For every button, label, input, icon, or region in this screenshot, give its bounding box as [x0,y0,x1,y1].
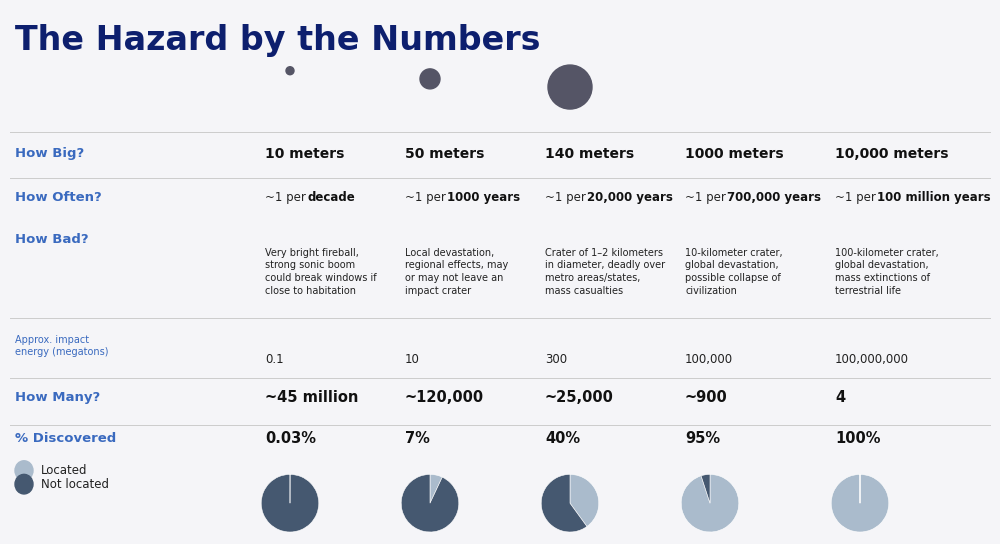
Text: 100,000,000: 100,000,000 [835,353,909,366]
Wedge shape [541,474,587,532]
Wedge shape [401,474,459,532]
Text: 20,000 years: 20,000 years [587,191,673,204]
Text: 10 meters: 10 meters [265,147,344,161]
Text: 50 meters: 50 meters [405,147,484,161]
Text: 0.1: 0.1 [265,353,284,366]
Wedge shape [701,474,710,503]
Text: How Big?: How Big? [15,147,84,160]
Text: 140 meters: 140 meters [545,147,634,161]
Text: Approx. impact
energy (megatons): Approx. impact energy (megatons) [15,335,108,357]
Ellipse shape [420,69,440,89]
Text: ~45 million: ~45 million [265,390,358,405]
Text: 100 million years: 100 million years [877,191,991,204]
Text: 10-kilometer crater,
global devastation,
possible collapse of
civilization: 10-kilometer crater, global devastation,… [685,248,783,296]
Ellipse shape [15,461,33,480]
Text: 40%: 40% [545,431,580,446]
Text: Not located: Not located [41,478,109,491]
Text: Very bright fireball,
strong sonic boom
could break windows if
close to habitati: Very bright fireball, strong sonic boom … [265,248,377,296]
Text: ~120,000: ~120,000 [405,390,484,405]
Text: How Often?: How Often? [15,191,102,204]
Wedge shape [261,474,319,532]
Text: ~1 per: ~1 per [685,191,730,204]
Text: 4: 4 [835,390,845,405]
Text: 100%: 100% [835,431,881,446]
Text: 300: 300 [545,353,567,366]
Text: ~25,000: ~25,000 [545,390,614,405]
Wedge shape [430,474,442,503]
Text: How Bad?: How Bad? [15,233,89,246]
Text: ~1 per: ~1 per [265,191,310,204]
Ellipse shape [15,474,33,494]
Ellipse shape [548,65,592,109]
Text: % Discovered: % Discovered [15,432,116,445]
Text: 7%: 7% [405,431,430,446]
Text: 1000 meters: 1000 meters [685,147,784,161]
Text: 700,000 years: 700,000 years [727,191,821,204]
Text: decade: decade [307,191,355,204]
Ellipse shape [286,67,294,75]
Text: 10,000 meters: 10,000 meters [835,147,948,161]
Text: The Hazard by the Numbers: The Hazard by the Numbers [15,24,540,58]
Text: ~1 per: ~1 per [835,191,880,204]
Wedge shape [831,474,889,532]
Text: Located: Located [41,464,88,477]
Text: 100-kilometer crater,
global devastation,
mass extinctions of
terrestrial life: 100-kilometer crater, global devastation… [835,248,939,296]
Text: Crater of 1–2 kilometers
in diameter, deadly over
metro areas/states,
mass casua: Crater of 1–2 kilometers in diameter, de… [545,248,665,296]
Text: 100,000: 100,000 [685,353,733,366]
Text: 0.03%: 0.03% [265,431,316,446]
Text: ~1 per: ~1 per [545,191,590,204]
Text: 95%: 95% [685,431,720,446]
Text: Local devastation,
regional effects, may
or may not leave an
impact crater: Local devastation, regional effects, may… [405,248,508,296]
Text: ~900: ~900 [685,390,728,405]
Wedge shape [681,474,739,532]
Wedge shape [570,474,599,527]
Text: How Many?: How Many? [15,391,100,404]
Text: 10: 10 [405,353,420,366]
Text: 1000 years: 1000 years [447,191,520,204]
Text: ~1 per: ~1 per [405,191,450,204]
